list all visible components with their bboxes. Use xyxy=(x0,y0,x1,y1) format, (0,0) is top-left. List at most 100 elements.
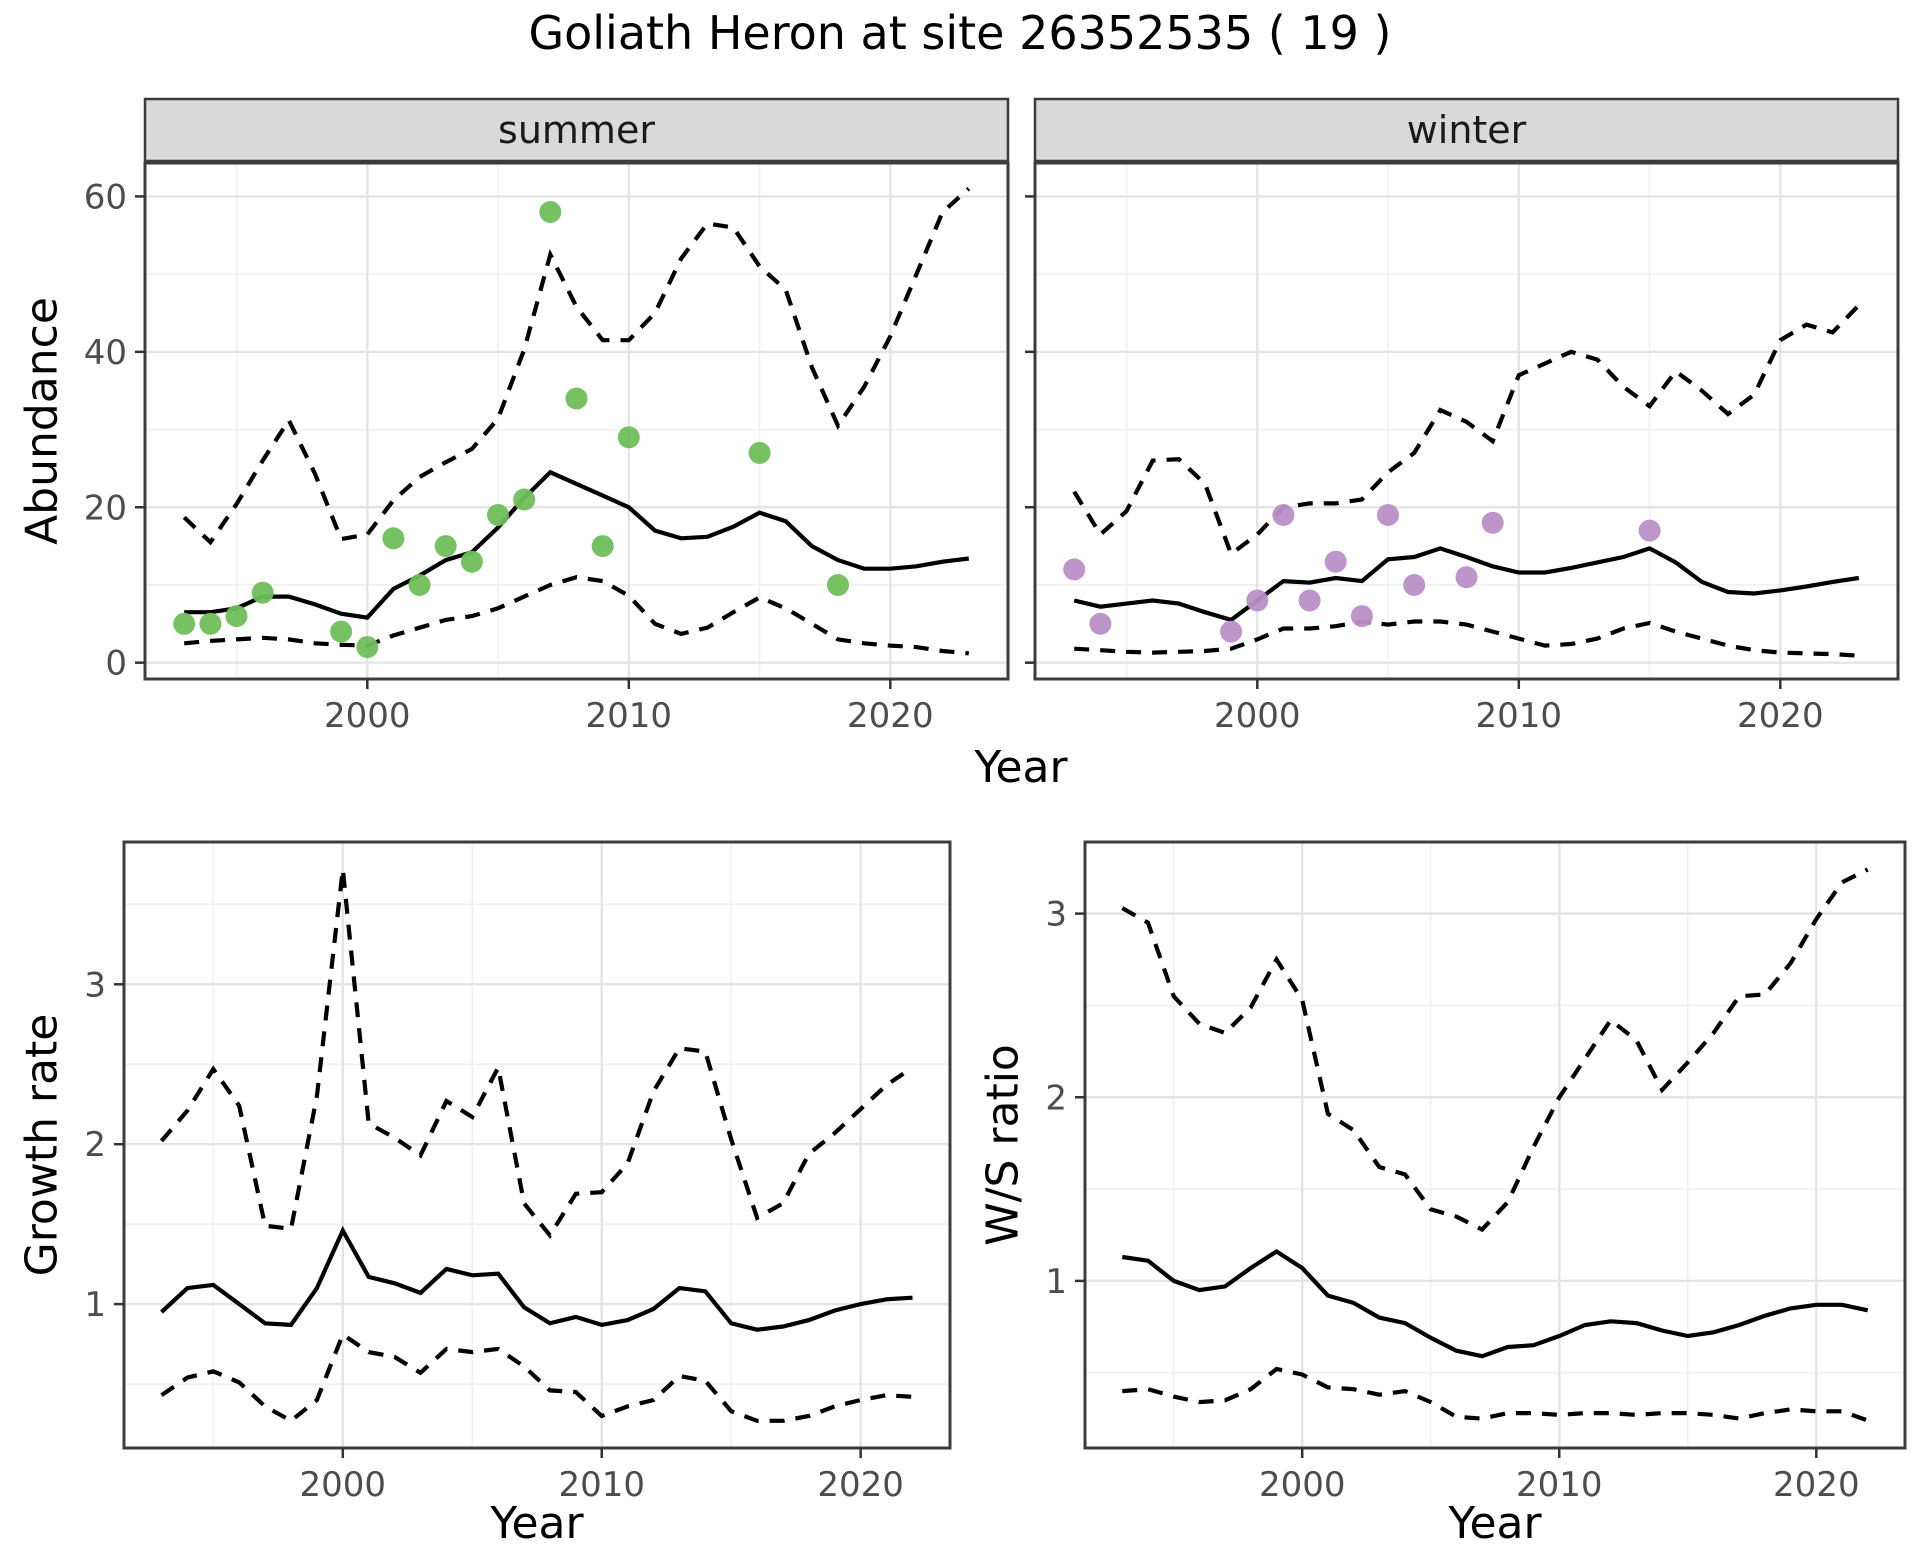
data-point xyxy=(251,581,274,604)
data-point xyxy=(748,441,771,464)
facet-strip-label-winter: winter xyxy=(1406,108,1527,152)
x-axis-title-year-bottom-right: Year xyxy=(1448,1498,1542,1549)
data-point xyxy=(382,527,405,550)
axis-ticks: 2000 2010 2020 0 20 40 60 xyxy=(84,177,934,736)
data-point xyxy=(617,426,640,449)
series-median xyxy=(160,1225,913,1332)
series-median xyxy=(184,469,970,620)
series-lines xyxy=(159,868,914,1424)
x-tick-label: 2010 xyxy=(586,696,673,736)
x-tick-label: 2020 xyxy=(1773,1465,1860,1505)
gridlines-minor xyxy=(1035,163,1898,679)
observed-points xyxy=(173,201,849,659)
series-lines xyxy=(182,187,971,656)
x-tick-label: 2000 xyxy=(300,1465,387,1505)
series-upper_ci xyxy=(182,187,971,546)
x-tick-label: 2010 xyxy=(1476,696,1563,736)
panel-ws_ratio: 2000 2010 2020 1 2 3 xyxy=(1045,840,1907,1505)
y-tick-label: 2 xyxy=(1045,1078,1067,1118)
data-point xyxy=(173,612,196,635)
data-point xyxy=(1089,612,1112,635)
y-tick-label: 20 xyxy=(84,488,127,528)
panel-abundance_winter: 2000 2010 2020 xyxy=(1025,97,1900,736)
plot-title: Goliath Heron at site 26352535 ( 19 ) xyxy=(528,6,1392,60)
data-point xyxy=(225,605,248,628)
data-point xyxy=(1063,558,1086,581)
gridlines-minor xyxy=(145,163,1008,679)
facet-strip-label-summer: summer xyxy=(498,108,655,152)
x-tick-label: 2000 xyxy=(1259,1465,1346,1505)
data-point xyxy=(408,574,431,596)
data-point xyxy=(1246,589,1269,612)
data-point xyxy=(539,201,562,223)
data-point xyxy=(356,636,379,659)
y-tick-label: 2 xyxy=(84,1125,106,1165)
gridlines-minor xyxy=(1085,842,1905,1448)
data-point xyxy=(1298,589,1321,612)
x-tick-label: 2020 xyxy=(847,696,934,736)
data-point xyxy=(1220,620,1243,643)
x-tick-label: 2020 xyxy=(1737,696,1824,736)
data-point xyxy=(487,504,509,526)
data-point xyxy=(1272,504,1295,526)
x-axis-title-year-top: Year xyxy=(974,742,1068,793)
series-lower_ci xyxy=(1122,1366,1869,1423)
panel-border xyxy=(1083,840,1907,1450)
axis-ticks: 2000 2010 2020 xyxy=(1025,195,1824,736)
panel-abundance_summer: 2000 2010 2020 0 20 40 60 xyxy=(84,97,1010,736)
y-tick-label: 40 xyxy=(84,333,127,373)
data-point xyxy=(1481,511,1504,534)
data-point xyxy=(460,550,483,573)
x-tick-label: 2020 xyxy=(817,1465,904,1505)
panel-background xyxy=(145,163,1008,679)
x-tick-label: 2010 xyxy=(558,1465,645,1505)
y-tick-label: 1 xyxy=(84,1285,106,1325)
gridlines-major xyxy=(124,842,950,1448)
y-axis-title-abundance: Abundance xyxy=(16,297,68,545)
panel-background xyxy=(1085,842,1905,1448)
panel-border xyxy=(143,161,1010,681)
y-tick-label: 0 xyxy=(105,644,127,684)
data-point xyxy=(827,574,849,596)
x-tick-label: 2000 xyxy=(324,696,411,736)
y-tick-label: 3 xyxy=(1045,895,1067,935)
gridlines-major xyxy=(145,163,1008,679)
series-lower_ci xyxy=(184,575,969,656)
data-point xyxy=(1377,504,1399,526)
data-point xyxy=(1324,550,1347,573)
y-tick-label: 3 xyxy=(84,965,106,1005)
panel-growth_rate: 2000 2010 2020 1 2 3 xyxy=(84,840,952,1505)
axis-ticks: 2000 2010 2020 1 2 3 xyxy=(1045,895,1859,1505)
data-point xyxy=(1350,605,1373,628)
gridlines-major xyxy=(1085,842,1905,1448)
y-tick-label: 60 xyxy=(84,177,127,217)
series-median xyxy=(1073,546,1860,623)
series-lines xyxy=(1072,303,1861,658)
series-lines xyxy=(1121,867,1869,1423)
data-point xyxy=(434,535,457,558)
axis-ticks: 2000 2010 2020 1 2 3 xyxy=(84,965,904,1505)
gridlines-major xyxy=(1035,163,1898,679)
x-tick-label: 2010 xyxy=(1516,1465,1603,1505)
series-lower_ci xyxy=(1074,619,1859,658)
data-point xyxy=(591,535,614,558)
panel-border xyxy=(1033,161,1900,681)
series-lower_ci xyxy=(160,1331,913,1424)
x-axis-title-year-bottom-left: Year xyxy=(490,1498,584,1549)
x-tick-label: 2000 xyxy=(1214,696,1301,736)
observed-points xyxy=(1063,504,1661,643)
y-tick-label: 1 xyxy=(1045,1262,1067,1302)
y-axis-title-growth-rate: Growth rate xyxy=(16,1013,68,1277)
facet-strip xyxy=(1033,97,1900,163)
data-point xyxy=(565,387,588,410)
data-point xyxy=(1638,519,1661,542)
data-point xyxy=(1455,566,1478,589)
data-point xyxy=(513,488,536,511)
data-point xyxy=(199,612,222,635)
series-upper_ci xyxy=(1072,303,1861,558)
series-median xyxy=(1122,1249,1869,1359)
y-axis-title-ws-ratio: W/S ratio xyxy=(977,1044,1029,1246)
series-upper_ci xyxy=(159,868,914,1239)
